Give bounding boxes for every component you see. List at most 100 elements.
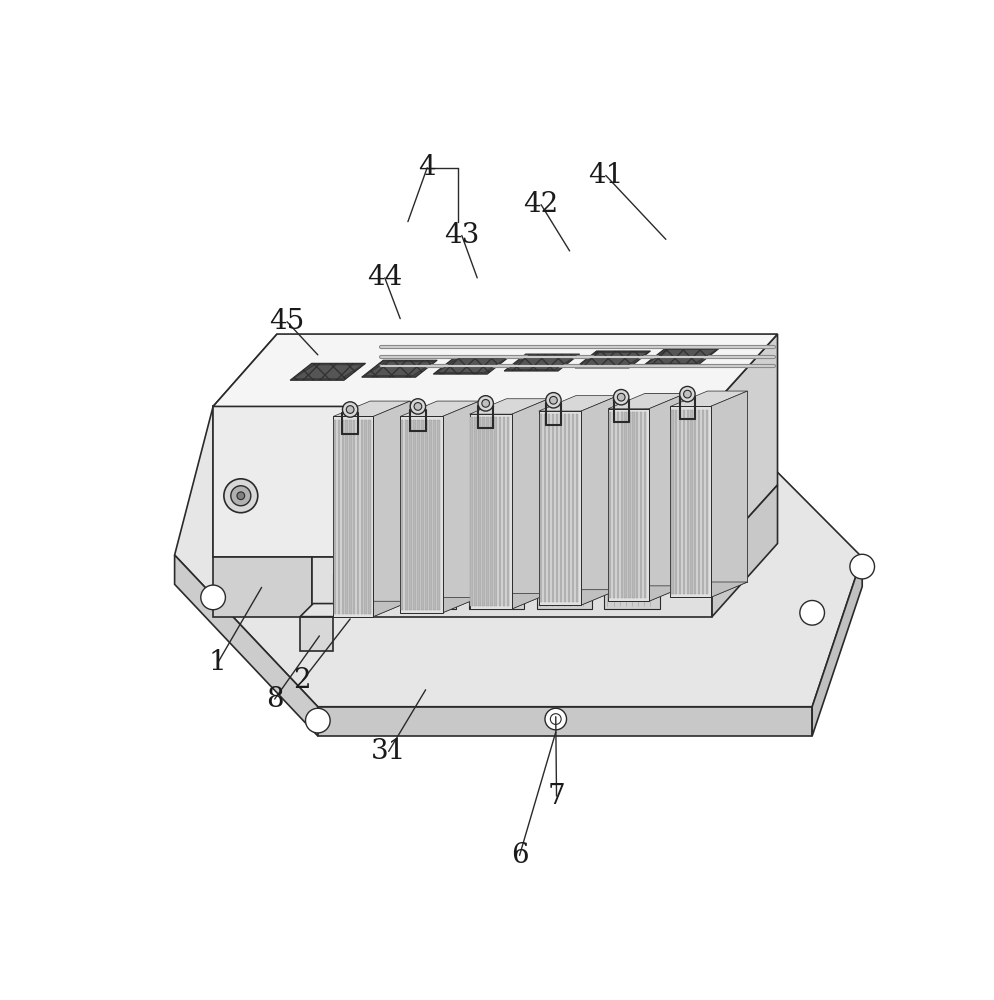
Polygon shape xyxy=(478,417,480,606)
Polygon shape xyxy=(560,414,562,602)
Polygon shape xyxy=(428,420,431,610)
Circle shape xyxy=(549,396,557,404)
Polygon shape xyxy=(620,412,622,598)
Polygon shape xyxy=(213,406,712,557)
Polygon shape xyxy=(670,391,746,406)
Polygon shape xyxy=(539,396,617,411)
Polygon shape xyxy=(353,420,355,614)
Text: 45: 45 xyxy=(269,308,304,335)
Polygon shape xyxy=(511,399,549,609)
Polygon shape xyxy=(174,555,317,736)
Circle shape xyxy=(616,393,624,401)
Polygon shape xyxy=(607,586,685,601)
Text: 41: 41 xyxy=(587,162,623,189)
Circle shape xyxy=(683,390,691,398)
Polygon shape xyxy=(338,420,340,614)
Polygon shape xyxy=(213,334,776,406)
Polygon shape xyxy=(213,557,311,617)
Polygon shape xyxy=(416,420,419,610)
Polygon shape xyxy=(705,410,707,594)
Circle shape xyxy=(231,486,250,506)
Polygon shape xyxy=(290,363,365,380)
Polygon shape xyxy=(317,707,811,736)
Polygon shape xyxy=(701,410,704,594)
Polygon shape xyxy=(506,399,549,594)
Polygon shape xyxy=(333,574,389,609)
Polygon shape xyxy=(469,414,511,609)
Polygon shape xyxy=(644,393,685,586)
Polygon shape xyxy=(409,420,412,610)
Polygon shape xyxy=(370,401,410,601)
Polygon shape xyxy=(506,417,509,606)
Polygon shape xyxy=(504,354,580,371)
Circle shape xyxy=(201,585,226,610)
Polygon shape xyxy=(686,410,688,594)
Polygon shape xyxy=(360,420,363,614)
Polygon shape xyxy=(572,414,574,602)
Polygon shape xyxy=(401,574,456,609)
Polygon shape xyxy=(333,416,373,617)
Polygon shape xyxy=(365,362,433,376)
Polygon shape xyxy=(424,420,427,610)
Polygon shape xyxy=(433,357,508,374)
Polygon shape xyxy=(432,420,435,610)
Polygon shape xyxy=(468,574,524,609)
Polygon shape xyxy=(575,351,650,368)
Polygon shape xyxy=(710,391,746,597)
Polygon shape xyxy=(712,334,776,557)
Polygon shape xyxy=(368,420,370,614)
Polygon shape xyxy=(607,393,685,409)
Polygon shape xyxy=(436,359,505,373)
Circle shape xyxy=(237,492,245,500)
Circle shape xyxy=(305,708,330,733)
Polygon shape xyxy=(436,420,439,610)
Polygon shape xyxy=(635,412,638,598)
Text: 1: 1 xyxy=(209,649,227,676)
Polygon shape xyxy=(498,417,501,606)
Circle shape xyxy=(545,393,561,408)
Circle shape xyxy=(410,399,425,414)
Polygon shape xyxy=(576,396,617,590)
Polygon shape xyxy=(697,410,700,594)
Polygon shape xyxy=(474,417,476,606)
Polygon shape xyxy=(539,411,580,605)
Polygon shape xyxy=(469,399,549,414)
Polygon shape xyxy=(442,401,479,613)
Polygon shape xyxy=(486,417,488,606)
Polygon shape xyxy=(174,406,862,707)
Polygon shape xyxy=(682,410,684,594)
Polygon shape xyxy=(400,597,479,613)
Polygon shape xyxy=(603,574,659,609)
Polygon shape xyxy=(564,414,566,602)
Polygon shape xyxy=(643,412,645,598)
Polygon shape xyxy=(300,617,333,651)
Polygon shape xyxy=(607,409,648,601)
Circle shape xyxy=(414,403,421,410)
Polygon shape xyxy=(341,420,344,614)
Polygon shape xyxy=(644,348,719,365)
Polygon shape xyxy=(373,401,410,617)
Polygon shape xyxy=(547,414,550,602)
Circle shape xyxy=(342,402,358,417)
Polygon shape xyxy=(400,416,442,613)
Polygon shape xyxy=(671,410,673,594)
Polygon shape xyxy=(647,349,716,363)
Circle shape xyxy=(799,600,824,625)
Polygon shape xyxy=(539,414,542,602)
Circle shape xyxy=(346,406,354,413)
Polygon shape xyxy=(400,401,479,416)
Polygon shape xyxy=(578,353,647,366)
Polygon shape xyxy=(413,420,415,610)
Polygon shape xyxy=(345,420,347,614)
Text: 31: 31 xyxy=(371,738,406,765)
Circle shape xyxy=(849,554,874,579)
Polygon shape xyxy=(612,412,614,598)
Text: 6: 6 xyxy=(510,842,528,869)
Polygon shape xyxy=(624,412,626,598)
Polygon shape xyxy=(811,557,862,736)
Polygon shape xyxy=(670,406,710,597)
Polygon shape xyxy=(678,410,681,594)
Polygon shape xyxy=(536,574,591,609)
Polygon shape xyxy=(608,412,610,598)
Polygon shape xyxy=(470,417,472,606)
